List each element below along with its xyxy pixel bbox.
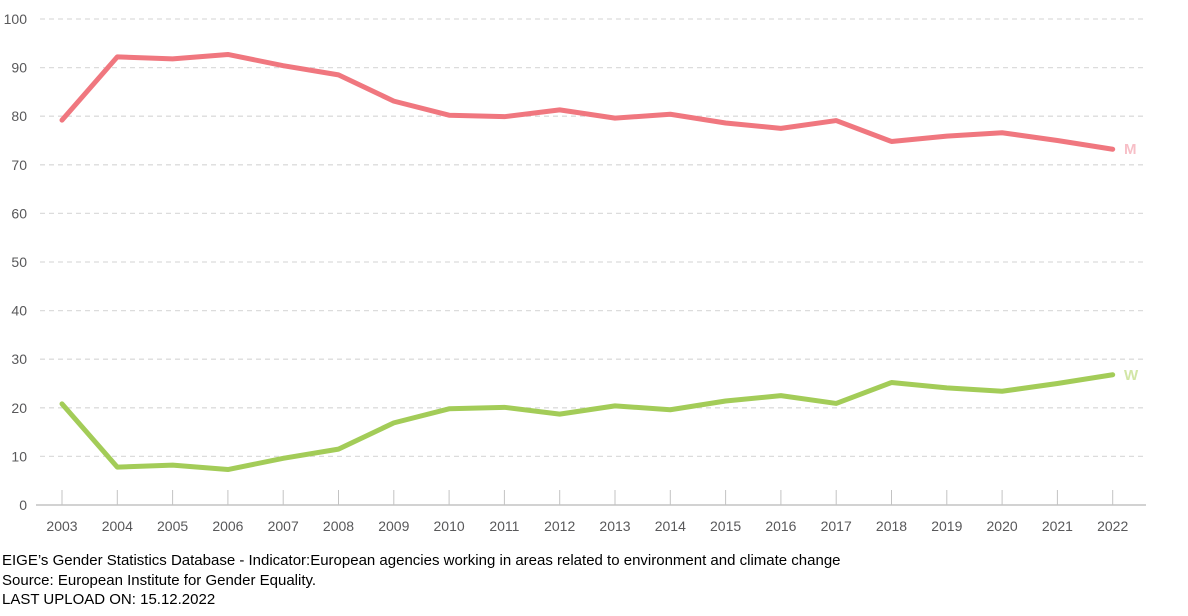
x-tick-label: 2021 xyxy=(1042,518,1073,534)
y-axis-labels: 0 10 20 30 40 50 60 70 80 90 100 xyxy=(4,11,28,513)
series-line-M xyxy=(59,51,1116,152)
x-tick-label: 2013 xyxy=(599,518,630,534)
x-tick-label: 2007 xyxy=(268,518,299,534)
series-end-label-W: W xyxy=(1124,367,1139,384)
x-tick-label: 2017 xyxy=(821,518,852,534)
x-tick-label: 2012 xyxy=(544,518,575,534)
x-tick-label: 2003 xyxy=(46,518,77,534)
y-tick-label: 30 xyxy=(11,351,27,367)
y-tick-label: 20 xyxy=(11,400,27,416)
x-axis-ticks xyxy=(61,490,1114,505)
x-tick-label: 2006 xyxy=(212,518,243,534)
x-tick-label: 2008 xyxy=(323,518,354,534)
x-tick-label: 2016 xyxy=(765,518,796,534)
y-tick-label: 0 xyxy=(19,497,27,513)
y-tick-label: 80 xyxy=(11,108,27,124)
series-line-W xyxy=(59,372,1116,473)
x-tick-label: 2005 xyxy=(157,518,188,534)
series-end-label-M: M xyxy=(1124,141,1137,158)
footer-indicator-text: EIGE’s Gender Statistics Database - Indi… xyxy=(2,552,841,569)
x-tick-label: 2004 xyxy=(102,518,133,534)
x-tick-label: 2010 xyxy=(434,518,465,534)
x-axis-labels: 2003 2004 2005 2006 2007 2008 2009 2010 2011 2012… xyxy=(46,518,1128,534)
chart-footer: EIGE’s Gender Statistics Database - Indi… xyxy=(2,551,841,610)
y-tick-label: 40 xyxy=(11,303,27,319)
x-tick-label: 2022 xyxy=(1097,518,1128,534)
y-tick-label: 90 xyxy=(11,60,27,76)
x-tick-label: 2014 xyxy=(655,518,686,534)
y-tick-label: 70 xyxy=(11,157,27,173)
footer-last-upload-text: LAST UPLOAD ON: 15.12.2022 xyxy=(2,591,216,609)
y-tick-label: 100 xyxy=(4,11,28,27)
y-tick-label: 10 xyxy=(11,448,27,464)
x-tick-label: 2019 xyxy=(931,518,962,534)
x-tick-label: 2020 xyxy=(987,518,1018,534)
x-tick-label: 2011 xyxy=(489,518,519,534)
x-tick-label: 2018 xyxy=(876,518,907,534)
x-tick-label: 2015 xyxy=(710,518,741,534)
footer-source-text: Source: European Institute for Gender Eq… xyxy=(2,571,317,589)
gridlines xyxy=(36,18,1146,506)
y-tick-label: 50 xyxy=(11,254,27,270)
x-tick-label: 2009 xyxy=(378,518,409,534)
y-tick-label: 60 xyxy=(11,205,27,221)
